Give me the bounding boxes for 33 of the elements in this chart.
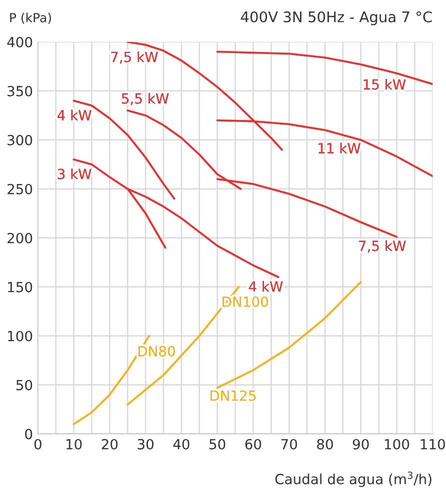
y-tick-label: 0 — [25, 428, 32, 440]
x-tick-label: 10 — [66, 438, 82, 450]
x-tick-label: 40 — [173, 438, 190, 450]
x-tick-label: 100 — [385, 438, 410, 450]
x-tick-label: 70 — [281, 438, 298, 450]
y-tick-label: 100 — [8, 330, 32, 342]
y-tick-label: 50 — [16, 380, 32, 390]
chart-title: 400V 3N 50Hz - Agua 7 °C — [240, 11, 432, 26]
series-label: 4 kW — [57, 110, 92, 120]
x-tick-label: 50 — [210, 438, 226, 450]
x-tick-label: 110 — [420, 438, 445, 450]
y-tick-label: 350 — [8, 86, 32, 96]
x-tick-label: 30 — [138, 438, 154, 450]
series-label: 7,5 kW — [111, 51, 158, 64]
y-axis-title: P (kPa) — [10, 12, 51, 24]
series-label: 3 kW — [58, 168, 92, 180]
x-tick-label: 20 — [102, 438, 118, 450]
x-tick-label: 0 — [34, 438, 42, 450]
y-tick-label: 200 — [8, 232, 32, 244]
y-tick-label: 150 — [8, 282, 32, 292]
series-label: 4 kW — [248, 280, 283, 292]
series-label: 11 kW — [318, 142, 360, 154]
x-axis-title: Caudal de agua (m$^{3}$/h) — [275, 472, 432, 488]
y-tick-label: 250 — [8, 184, 32, 194]
series-label: 5,5 kW — [122, 92, 169, 106]
series-label: DN125 — [210, 390, 256, 401]
series-label: 7,5 kW — [359, 240, 406, 253]
series-label: 15 kW — [364, 78, 406, 90]
x-tick-label: 60 — [245, 438, 262, 450]
y-tick-label: 400 — [7, 36, 32, 48]
y-tick-label: 300 — [8, 134, 32, 146]
x-tick-label: 90 — [352, 438, 369, 450]
x-tick-label: 80 — [317, 438, 333, 450]
